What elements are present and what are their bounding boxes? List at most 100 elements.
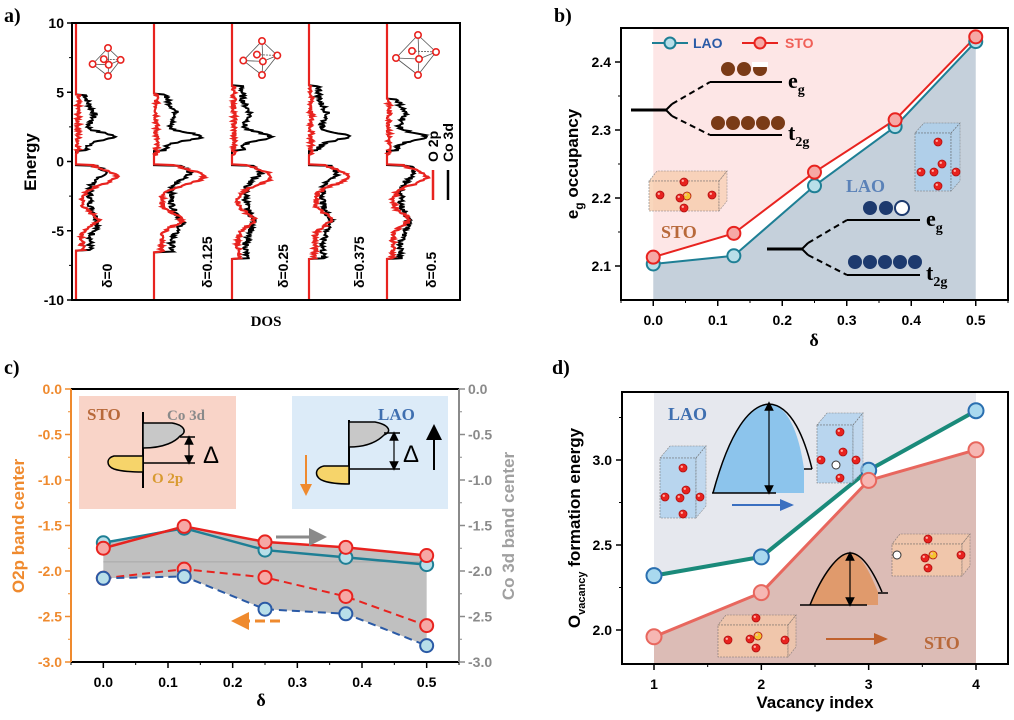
delta-label: δ=0.25 [275,244,291,288]
sto-region-fill [653,28,976,258]
data-point-sto [807,164,822,180]
atom [928,550,938,560]
data-point [257,534,273,550]
data-point [257,569,273,585]
delta-symbol: Δ [403,441,419,468]
right-y-axis-label: Co 3d band center [499,451,518,600]
data-point-lao [967,402,985,420]
data-point-sto [752,584,770,602]
atom [923,563,933,573]
o2p-dos-curve [382,23,431,300]
left-y-tick-label: -1.5 [38,518,62,534]
y-axis-label: eg occupancy [563,108,586,219]
y-tick-label: 2.5 [593,537,613,553]
data-point-lao [645,567,663,585]
delta-symbol: Δ [203,442,219,469]
lao-inset-box [292,396,448,509]
panel-d-vacancy-energy: d) 1 2 3 4 2.0 2.5 3.0 Ovacancy formation ener… [552,357,1009,712]
o2p-label: O 2p [152,471,183,487]
legend-label-o2p: O 2p [425,131,441,162]
sto-region-label: STO [924,633,960,653]
left-y-tick-label: 0.0 [43,381,63,397]
atom [816,455,826,465]
y-axis-label: Energy [21,133,40,191]
x-tick-label: 0.3 [837,312,857,328]
atom [675,193,685,203]
sto-band-diagram: STO Δ Co 3d O 2p [87,405,219,488]
lao-vacancy-cell-icon [816,412,864,484]
right-y-tick-label: -1.5 [468,518,492,534]
o2p-dos-curve [305,23,351,300]
data-point [419,548,435,564]
delta-label: δ=0.5 [423,252,439,288]
left-y-axis-label: O2p band center [9,459,28,594]
x-tick-label: 4 [972,676,980,692]
panel-label-b: b) [554,5,572,27]
data-point [419,638,435,654]
atom [707,190,717,200]
lao-region-fill [653,41,976,300]
legend: LAO STO [652,35,814,51]
lao-region-label: LAO [668,404,707,424]
atom [660,492,670,502]
x-tick-label: 0.3 [288,674,308,690]
series-line [103,575,428,647]
atom [920,553,930,563]
delta-labels: δ=0 δ=0.125 δ=0.25 δ=0.375 δ=0.5 [99,236,439,288]
y-tick-label: 3.0 [593,452,613,468]
series-line-lao [653,408,977,578]
atom [679,177,689,187]
panel-a-dos: a) 10 5 0 -5 -10 Energy DOS δ=0 δ=0.125 δ=0.25… [4,5,461,330]
left-y-tick-label: -3.0 [38,654,62,670]
t2g-label: t2g [788,120,809,150]
x-axis-label: DOS [251,314,282,330]
y-tick-label: -5 [52,223,65,239]
atom [835,473,845,483]
data-point [257,601,273,617]
plot-area [645,392,985,664]
data-point [338,588,354,604]
atom [956,550,966,560]
right-y-tick-label: -0.5 [468,427,492,443]
left-y-tick-label: -1.0 [38,472,62,488]
y-tick-label: 5 [56,84,64,100]
crystal-structure-icons [648,122,961,213]
atom [751,643,761,653]
atom [681,485,691,495]
lao-cell-icon [914,122,961,192]
data-point [338,539,354,555]
atom [678,509,688,519]
right-y-tick-label: -2.0 [468,563,492,579]
o2p-dos-curve [150,23,210,300]
sto-orbital-diagram: eg t2g [631,62,809,150]
crystal-structure-icons [659,412,971,658]
sto-inset-box [79,396,236,509]
atom [745,634,755,644]
delta-label: δ=0.375 [351,236,367,288]
data-point [176,568,192,584]
data-point-lao [726,248,742,264]
atom [933,137,943,147]
o2p-dos-curve [72,23,121,300]
data-point [95,540,111,556]
legend-label-sto: STO [785,35,814,51]
x-tick-label: 0.5 [417,674,437,690]
x-axis-label: Vacancy index [756,693,874,712]
data-point [338,606,354,622]
atom [695,492,705,502]
data-point-lao [807,178,822,194]
atom [678,463,688,473]
x-axis-label: δ [809,330,818,350]
left-y-tick-label: -2.5 [38,609,62,625]
atom [753,631,763,641]
x-tick-label: 0.4 [352,674,372,690]
y-tick-label: 2.4 [592,54,612,70]
sto-region-label: STO [661,222,697,242]
data-point-sto [645,249,661,265]
eg-label: eg [926,206,943,236]
right-y-tick-label: -1.0 [468,472,492,488]
data-point [176,518,192,534]
y-tick-label: 2.2 [592,190,612,206]
sto-barrier-diagram [800,551,888,645]
vacancy-icon [831,460,841,470]
